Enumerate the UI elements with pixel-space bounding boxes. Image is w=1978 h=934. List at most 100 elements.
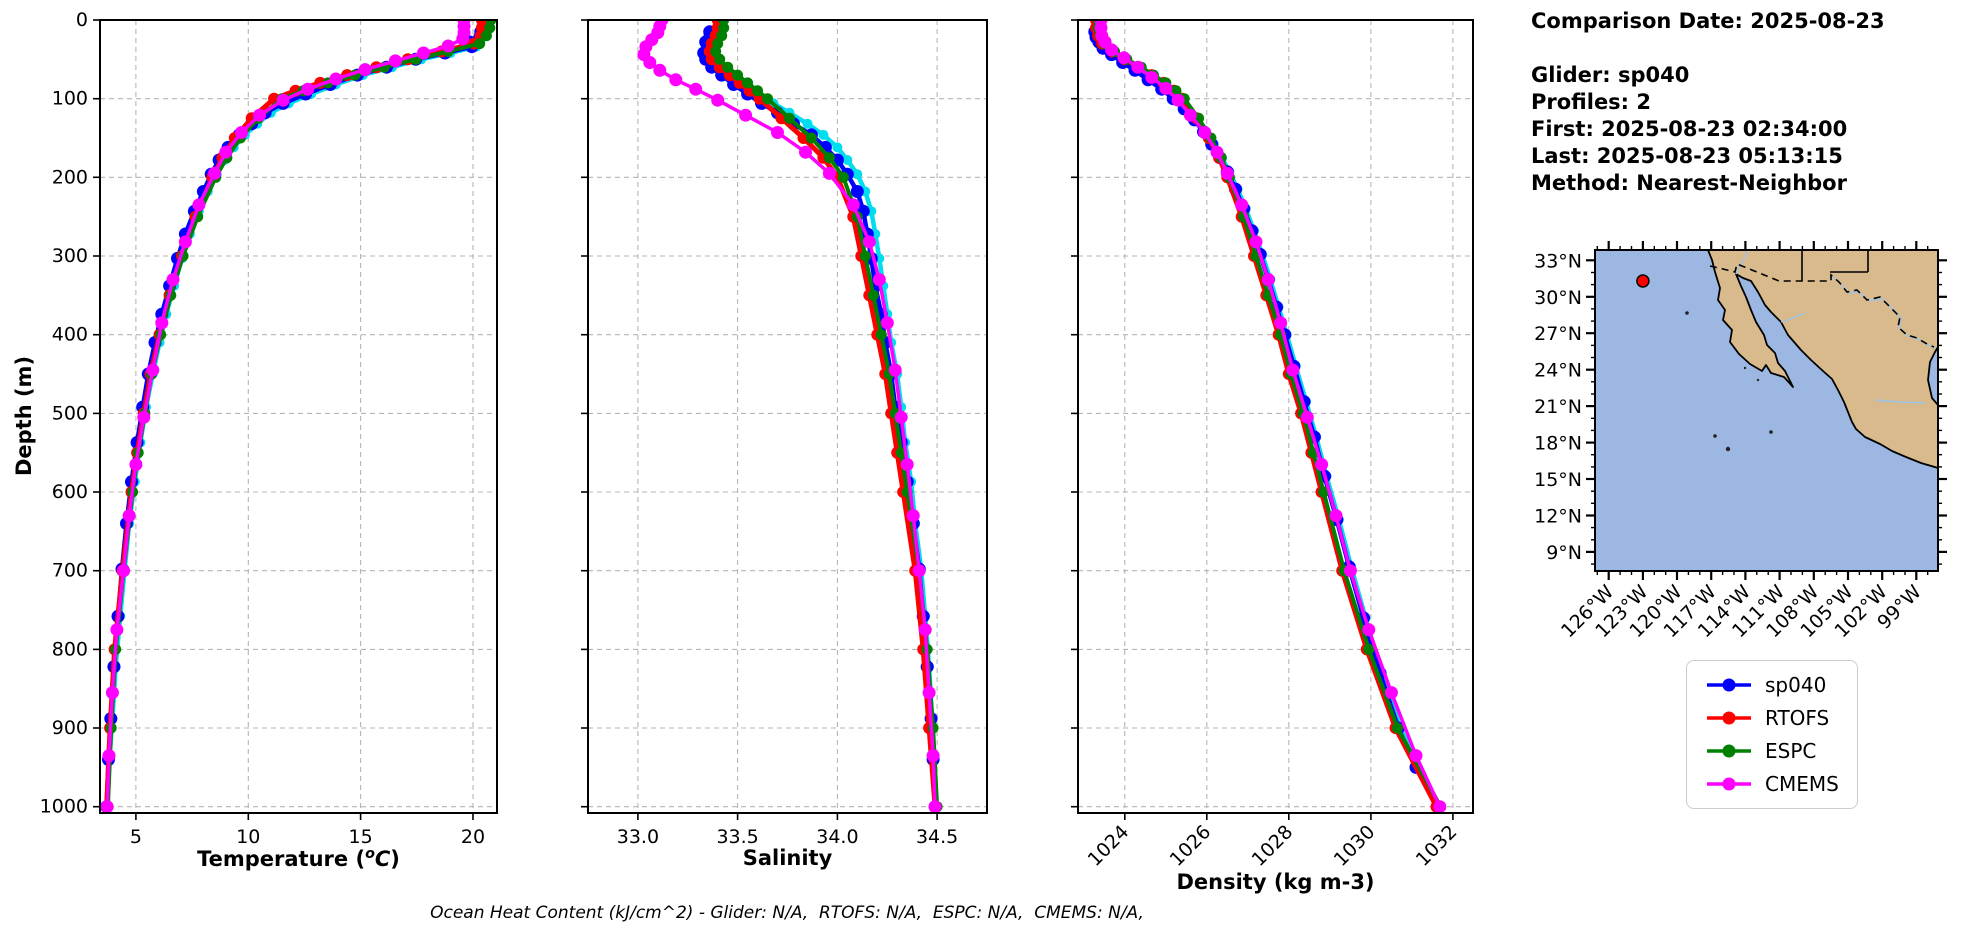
x-tick-label: 1026 [1166,821,1216,871]
series-markers-cmems [637,20,942,813]
state-border-lines [1801,250,1869,281]
y-tick-label: 200 [52,166,88,188]
legend: sp040 RTOFS ESPC CMEMS [1686,660,1858,809]
info-panel-spacer [1531,35,1885,62]
ocean-heat-content-caption: Ocean Heat Content (kJ/cm^2) - Glider: N… [430,903,1144,923]
legend-swatch-espc [1707,744,1751,758]
map-lat-label: 24°N [1534,360,1582,382]
series-markers-sp040-profile-2 [1091,26,1445,812]
y-tick-label: 800 [52,638,88,660]
map-tick-marks [1586,241,1947,580]
series-line-cmems [105,20,466,807]
series-markers-sp040-profile-2 [102,26,487,812]
x-tick-label: 1024 [1084,821,1134,871]
salinity-profile-svg: 33.0 33.5 34.0 34.5 [581,19,988,848]
series-markers-sp040 [1088,25,1445,813]
method-text: Method: Nearest-Neighbor [1531,171,1847,195]
temperature-profile-chart: 5 10 15 20 0 100 200 300 400 500 600 700 800 900 1000 [30,9,567,899]
legend-label: ESPC [1765,739,1817,763]
map-lat-label: 30°N [1534,287,1582,309]
x-tick-label: 33.5 [716,826,758,848]
x-tick-label: 15 [349,826,373,848]
legend-item-sp040: sp040 [1705,673,1839,697]
series-line-sp040 [701,31,938,807]
series-markers-rtofs [1090,20,1443,813]
map-lat-label: 27°N [1534,323,1582,345]
x-tick-label: 34.5 [916,826,958,848]
legend-swatch-sp040 [1707,678,1751,692]
series-markers-sp040 [697,25,942,813]
density-profile-chart: 1024 1026 1028 1030 1032 [1008,12,1543,899]
salinity-axis-label: Salinity [742,846,833,870]
x-tick-label: 1028 [1248,821,1298,871]
last-profile-time-text: Last: 2025-08-23 05:13:15 [1531,144,1843,168]
series-markers-rtofs [703,20,942,813]
map-lat-label: 18°N [1534,433,1582,455]
legend-item-espc: ESPC [1705,739,1839,763]
land-polygon [1707,250,1938,469]
plot-frame [1077,19,1474,814]
series-markers-cmems [100,20,471,813]
glider-name-text: Glider: sp040 [1531,63,1690,87]
map-lat-label: 15°N [1534,469,1582,491]
info-panel: Comparison Date: 2025-08-23 Glider: sp04… [1531,8,1885,197]
plot-frame [99,19,498,814]
series-line-sp040 [104,31,484,807]
location-map: 33°N 30°N 27°N 24°N 21°N 18°N 15°N 12°N 9°N 126°W… [1520,240,1978,674]
temperature-axis-label-close: ) [390,847,400,871]
x-tick-label: 5 [130,826,142,848]
series-line-sp040-profile-2 [703,31,938,807]
legend-label: CMEMS [1765,772,1839,796]
profiles-count-text: Profiles: 2 [1531,90,1652,114]
y-tick-label: 0 [76,9,88,31]
y-tick-label: 300 [52,245,88,267]
series-markers-sp040 [100,25,488,813]
temperature-axis-label: Temperature (oC) [100,846,497,871]
temperature-axis-label-text: Temperature ( [197,847,366,871]
legend-swatch-rtofs [1707,711,1751,725]
salinity-profile-chart: 33.0 33.5 34.0 34.5 [518,12,1057,899]
series-line-cmems [642,20,937,807]
series-line-rtofs [1093,20,1439,808]
river-lines [1735,250,1936,404]
map-lat-label: 9°N [1546,542,1582,564]
plot-frame [587,19,988,814]
location-map-svg: 33°N30°N27°N24°N21°N18°N15°N12°N9°N126°W… [1534,241,1947,642]
comparison-date-text: Comparison Date: 2025-08-23 [1531,9,1885,33]
series-line-sp040-profile-2 [104,31,485,807]
series-markers-espc [102,20,497,813]
series-markers-rtofs [100,20,488,813]
y-tick-label: 1000 [40,796,88,818]
x-tick-label: 33.0 [617,826,659,848]
x-tick-label: 1030 [1330,821,1380,871]
us-mexico-border-dashed [1709,262,1935,348]
glider-location-marker [1636,274,1650,288]
series-markers-espc [710,20,943,813]
y-tick-label: 700 [52,560,88,582]
x-tick-label: 10 [236,826,260,848]
map-lat-label: 21°N [1534,396,1582,418]
series-line-sp040 [1092,31,1441,808]
legend-label: RTOFS [1765,706,1830,730]
density-profile-svg: 1024 1026 1028 1030 1032 [1071,19,1474,871]
map-lat-label: 12°N [1534,506,1582,528]
map-lat-label: 33°N [1534,250,1582,272]
legend-label: sp040 [1765,673,1827,697]
series-line-cmems [1099,20,1442,808]
series-line-espc [713,20,940,807]
x-tick-label: 34.0 [816,826,858,848]
series-line-rtofs [104,20,485,807]
first-profile-time-text: First: 2025-08-23 02:34:00 [1531,117,1848,141]
y-tick-label: 900 [52,717,88,739]
depth-axis-label: Depth (m) [12,355,36,477]
legend-swatch-cmems [1707,777,1751,791]
series-line-espc [1096,20,1443,808]
legend-item-rtofs: RTOFS [1705,706,1839,730]
series-markers-sp040-profile-2 [700,26,941,812]
island-dots [1685,311,1773,452]
x-tick-label: 20 [461,826,485,848]
series-line-rtofs [707,20,938,807]
temperature-axis-label-var: C [374,847,391,871]
